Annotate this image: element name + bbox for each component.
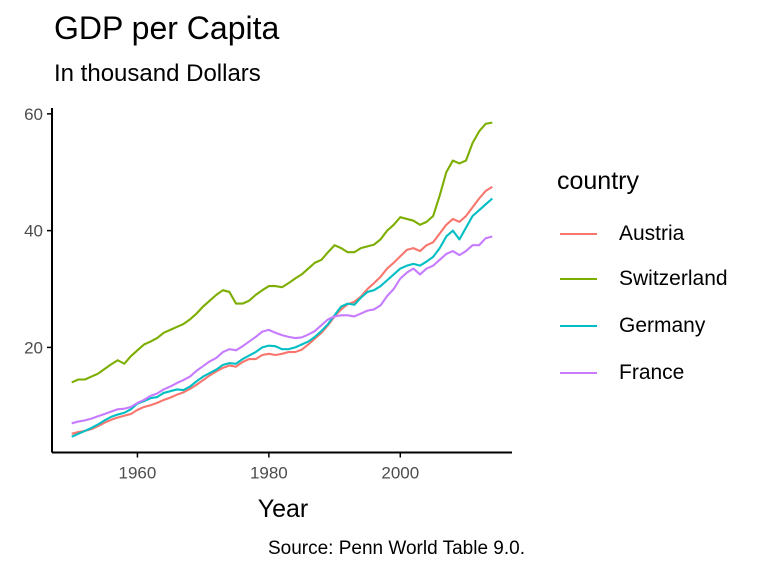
- legend-label-france: France: [619, 361, 685, 384]
- y-axis-ticks: 20 40 60: [24, 105, 52, 357]
- legend-key-germany: [560, 325, 597, 327]
- x-axis-title: Year: [258, 495, 309, 523]
- legend-title: country: [557, 167, 639, 195]
- legend-label-switzerland: Switzerland: [619, 267, 728, 290]
- chart-caption: Source: Penn World Table 9.0.: [267, 538, 525, 559]
- legend-key-switzerland: [560, 278, 597, 280]
- y-tick-label: 60: [24, 105, 43, 124]
- legend-item-austria: Austria: [560, 222, 760, 246]
- y-tick-label: 20: [24, 338, 43, 357]
- chart-subtitle: In thousand Dollars: [54, 60, 261, 87]
- legend-key-france: [560, 372, 597, 374]
- x-tick-label: 1980: [250, 464, 288, 483]
- series-line-germany: [71, 197, 493, 438]
- series-line-switzerland: [71, 121, 493, 384]
- chart-title: GDP per Capita: [54, 10, 280, 46]
- legend-key-austria: [560, 233, 597, 235]
- x-tick-label: 1960: [119, 464, 157, 483]
- series-lines: [71, 121, 493, 438]
- legend-item-france: France: [560, 361, 760, 385]
- series-line-austria: [71, 185, 493, 435]
- legend-label-austria: Austria: [619, 222, 685, 245]
- x-tick-label: 2000: [381, 464, 419, 483]
- legend-label-germany: Germany: [619, 314, 706, 337]
- legend-item-germany: Germany: [560, 314, 760, 338]
- series-line-france: [71, 235, 493, 425]
- legend-item-switzerland: Switzerland: [560, 267, 760, 291]
- y-tick-label: 40: [24, 222, 43, 241]
- x-axis-ticks: 1960 1980 2000: [119, 452, 419, 483]
